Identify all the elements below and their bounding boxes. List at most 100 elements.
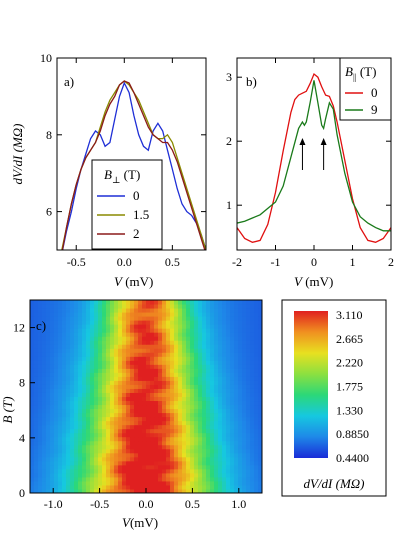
heatmap-cell	[174, 468, 179, 474]
heatmap-cell	[250, 476, 255, 482]
heatmap-cell	[62, 436, 67, 442]
heatmap-cell	[214, 352, 219, 357]
heatmap-cell	[106, 304, 111, 309]
heatmap-cell	[162, 448, 167, 454]
heatmap-cell	[154, 484, 159, 490]
heatmap-cell	[86, 468, 91, 474]
heatmap-cell	[58, 324, 63, 329]
heatmap-cell	[158, 332, 163, 337]
heatmap-cell	[198, 416, 203, 422]
heatmap-cell	[190, 364, 195, 369]
heatmap-cell	[234, 460, 239, 466]
heatmap-cell	[258, 428, 263, 434]
heatmap-cell	[182, 468, 187, 474]
heatmap-cell	[170, 480, 175, 486]
heatmap-cell	[66, 364, 71, 369]
heatmap-cell	[206, 348, 211, 353]
heatmap-cell	[182, 352, 187, 357]
heatmap-cell	[46, 328, 51, 333]
heatmap-cell	[122, 316, 127, 321]
heatmap-cell	[54, 392, 59, 397]
heatmap-cell	[130, 456, 135, 462]
heatmap-cell	[154, 404, 159, 410]
heatmap-cell	[178, 340, 183, 345]
heatmap-cell	[146, 488, 151, 494]
heatmap-cell	[142, 476, 147, 482]
heatmap-cell	[90, 404, 95, 410]
heatmap-cell	[42, 364, 47, 369]
heatmap-cell	[110, 480, 115, 486]
heatmap-cell	[106, 436, 111, 442]
heatmap-cell	[94, 356, 99, 361]
heatmap-cell	[218, 320, 223, 325]
heatmap-cell	[242, 300, 247, 305]
heatmap-cell	[238, 448, 243, 454]
heatmap-cell	[94, 324, 99, 329]
heatmap-cell	[126, 460, 131, 466]
heatmap-cell	[106, 344, 111, 349]
heatmap-cell	[74, 380, 79, 385]
heatmap-cell	[66, 440, 71, 446]
heatmap-cell	[162, 384, 167, 389]
heatmap-cell	[190, 368, 195, 373]
heatmap-cell	[70, 360, 75, 365]
heatmap-cell	[246, 444, 251, 450]
heatmap-cell	[94, 404, 99, 410]
heatmap-cell	[214, 400, 219, 406]
heatmap-cell	[222, 304, 227, 309]
heatmap-cell	[74, 436, 79, 442]
heatmap-cell	[190, 428, 195, 434]
heatmap-cell	[58, 372, 63, 377]
heatmap-cell	[182, 388, 187, 393]
heatmap-cell	[226, 408, 231, 414]
heatmap-cell	[250, 324, 255, 329]
heatmap-cell	[226, 480, 231, 486]
heatmap-cell	[130, 396, 135, 402]
heatmap-cell	[126, 408, 131, 414]
heatmap-cell	[86, 412, 91, 418]
heatmap-cell	[174, 416, 179, 422]
heatmap-cell	[42, 428, 47, 434]
heatmap-cell	[82, 432, 87, 438]
heatmap-cell	[70, 368, 75, 373]
panel-c-x-tick-label: -0.5	[90, 497, 109, 511]
heatmap-cell	[234, 408, 239, 414]
heatmap-cell	[54, 364, 59, 369]
heatmap-cell	[134, 400, 139, 406]
heatmap-cell	[254, 412, 259, 418]
heatmap-cell	[138, 484, 143, 490]
heatmap-cell	[34, 376, 39, 381]
heatmap-cell	[206, 416, 211, 422]
heatmap-cell	[130, 312, 135, 317]
heatmap-cell	[138, 312, 143, 317]
heatmap-cell	[114, 388, 119, 393]
heatmap-cell	[34, 404, 39, 410]
heatmap-cell	[66, 424, 71, 430]
heatmap-cell	[94, 308, 99, 313]
heatmap-cell	[182, 356, 187, 361]
heatmap-cell	[94, 484, 99, 490]
heatmap-cell	[254, 444, 259, 450]
heatmap-cell	[102, 440, 107, 446]
heatmap-cell	[150, 436, 155, 442]
heatmap-cell	[182, 384, 187, 389]
heatmap-cell	[174, 488, 179, 494]
heatmap-cell	[38, 328, 43, 333]
heatmap-cell	[206, 380, 211, 385]
heatmap-cell	[98, 312, 103, 317]
heatmap-cell	[210, 300, 215, 305]
heatmap-cell	[206, 328, 211, 333]
heatmap-cell	[110, 488, 115, 494]
heatmap-cell	[186, 428, 191, 434]
heatmap-cell	[30, 420, 35, 426]
heatmap-cell	[34, 420, 39, 426]
heatmap-cell	[154, 420, 159, 426]
heatmap-cell	[62, 376, 67, 381]
heatmap-cell	[54, 328, 59, 333]
heatmap-cell	[30, 400, 35, 406]
colorbar-tick-label: 0.4400	[336, 451, 369, 465]
heatmap-cell	[114, 460, 119, 466]
heatmap-cell	[242, 376, 247, 381]
heatmap-cell	[194, 364, 199, 369]
heatmap-cell	[186, 308, 191, 313]
